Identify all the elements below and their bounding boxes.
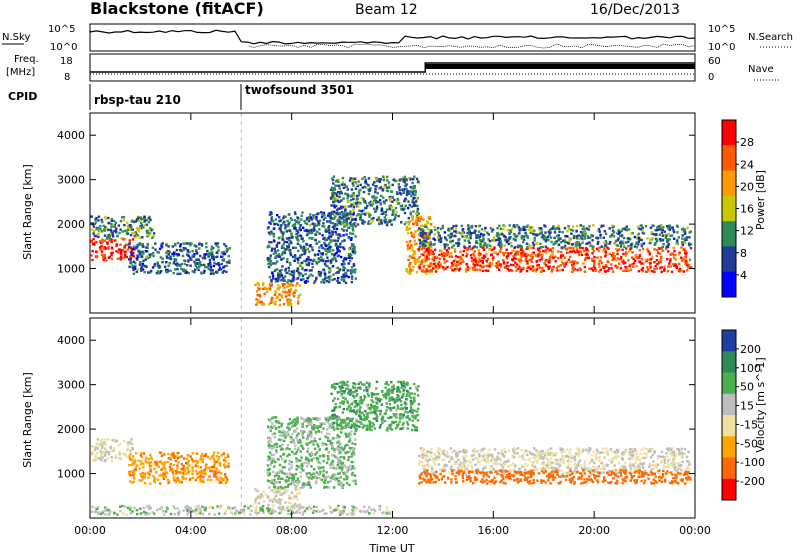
power-ytick-label-2: 2000	[57, 218, 85, 231]
power-colorbar-swatch-5	[722, 246, 736, 272]
x-axis-label: Time UT	[368, 542, 414, 554]
velocity-ytick-label-1: 3000	[57, 379, 85, 392]
power-ytick-label-3: 1000	[57, 263, 85, 276]
xtick-label-6: 00:00	[679, 524, 711, 537]
power-colorbar-swatch-6	[722, 272, 736, 298]
freq-traces	[90, 63, 695, 74]
velocity-ytick-label-3: 1000	[57, 468, 85, 481]
power-colorbar-swatch-2	[722, 171, 736, 197]
velocity-colorbar-swatch-5	[722, 436, 736, 458]
velocity-colorbar-swatch-2	[722, 373, 736, 395]
power-colorbar-swatch-1	[722, 145, 736, 171]
velocity-colorbar-tick-3: 15	[740, 400, 754, 413]
power-colorbar-label: Power [dB]	[754, 170, 767, 230]
xtick-label-3: 12:00	[377, 524, 409, 537]
power-ytick-label-1: 3000	[57, 174, 85, 187]
velocity-colorbar-label: Velocity [m s^-1]	[754, 357, 767, 452]
velocity-ytick-label-2: 2000	[57, 423, 85, 436]
power-colorbar: 28 24 20 16 12 8 4	[722, 120, 754, 298]
cpid-mode-0: rbsp-tau 210	[94, 93, 181, 107]
velocity-colorbar-tick-7: -200	[740, 475, 765, 488]
noise-sky-trace	[90, 30, 695, 44]
velocity-colorbar-swatch-6	[722, 458, 736, 480]
power-ytick-label-0: 4000	[57, 129, 85, 142]
noise-search-trace	[249, 44, 695, 48]
power-panel: 4000 3000 2000 1000	[57, 113, 695, 313]
noise-right-label: N.Search	[748, 32, 793, 43]
cpid-label: CPID	[8, 90, 37, 103]
beam-label: Beam 12	[355, 2, 418, 18]
power-colorbar-tick-6: 4	[740, 269, 747, 282]
freq-right-tick-bottom: 0	[708, 72, 714, 83]
velocity-ytick-label-0: 4000	[57, 334, 85, 347]
xtick-label-5: 20:00	[578, 524, 610, 537]
power-colorbar-tick-0: 28	[740, 136, 754, 149]
noise-right-tick-top: 10^5	[708, 24, 735, 35]
cpid-mode-1: twofsound 3501	[245, 83, 354, 97]
velocity-colorbar-swatch-0	[722, 330, 736, 352]
nave-label: Nave	[748, 64, 774, 75]
power-colorbar-swatch-4	[722, 221, 736, 247]
freq-right-tick-top: 60	[708, 56, 721, 67]
noise-left-tick-bottom: 10^0	[50, 42, 77, 53]
power-colorbar-tick-3: 16	[740, 203, 754, 216]
velocity-colorbar-tick-6: -100	[740, 456, 765, 469]
freq-left-tick-top: 18	[60, 56, 73, 67]
noise-left-label: N.Sky	[2, 32, 30, 43]
velocity-colorbar-tick-2: 50	[740, 381, 754, 394]
velocity-ylabel: Slant Range [km]	[21, 372, 34, 468]
velocity-colorbar-swatch-3	[722, 394, 736, 416]
date-label: 16/Dec/2013	[590, 2, 680, 18]
power-colorbar-swatch-3	[722, 196, 736, 222]
power-ylabel: Slant Range [km]	[21, 164, 34, 260]
noise-traces	[90, 30, 695, 48]
power-colorbar-swatch-0	[722, 120, 736, 146]
freq-left-tick-bottom: 8	[64, 72, 70, 83]
power-colorbar-tick-4: 12	[740, 225, 754, 238]
power-colorbar-tick-2: 20	[740, 180, 754, 193]
xtick-label-1: 04:00	[175, 524, 207, 537]
velocity-colorbar-tick-0: 200	[740, 343, 761, 356]
noise-left-tick-top: 10^5	[48, 24, 75, 35]
xtick-label-4: 16:00	[477, 524, 509, 537]
power-colorbar-tick-5: 8	[740, 247, 747, 260]
velocity-colorbar-swatch-7	[722, 479, 736, 501]
freq-left-label-1: Freq.	[14, 54, 39, 65]
velocity-colorbar-swatch-4	[722, 415, 736, 437]
freq-band	[425, 64, 695, 69]
plot-title: Blackstone (fitACF)	[90, 0, 264, 18]
freq-left-label-2: [MHz]	[6, 67, 35, 78]
velocity-colorbar-swatch-1	[722, 351, 736, 373]
xtick-label-0: 00:00	[74, 524, 106, 537]
power-colorbar-tick-1: 24	[740, 158, 754, 171]
noise-right-tick-bottom: 10^0	[708, 42, 735, 53]
velocity-panel: 4000 3000 2000 1000 00:00 04:00 08:00 12:00 16:0…	[57, 318, 711, 537]
xtick-label-2: 08:00	[276, 524, 308, 537]
